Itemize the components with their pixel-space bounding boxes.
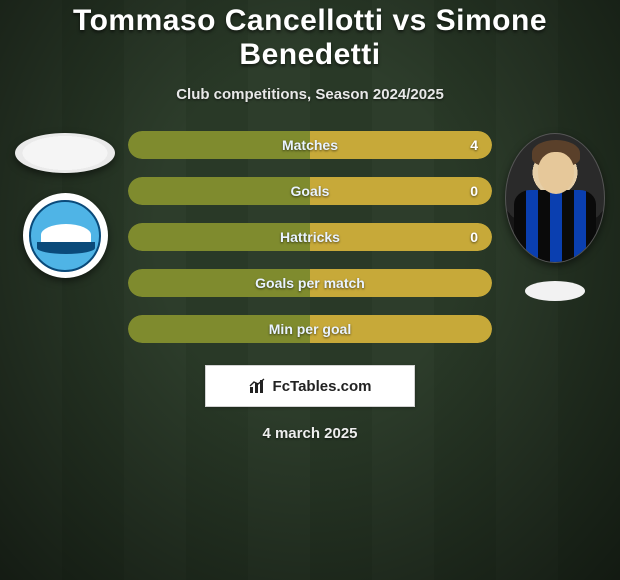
stat-value-right: 0 xyxy=(470,223,478,251)
stat-row: Matches4 xyxy=(128,131,492,159)
comparison-title: Tommaso Cancellotti vs Simone Benedetti xyxy=(0,4,620,72)
stat-row: Goals per match xyxy=(128,269,492,297)
player-right-flag xyxy=(525,281,585,301)
stat-label: Hattricks xyxy=(128,223,492,251)
stat-row: Min per goal xyxy=(128,315,492,343)
stat-row: Hattricks0 xyxy=(128,223,492,251)
stat-row: Goals0 xyxy=(128,177,492,205)
stat-label: Min per goal xyxy=(128,315,492,343)
player-left-avatar xyxy=(15,133,115,173)
chart-icon xyxy=(249,378,267,394)
left-player-column xyxy=(10,133,120,278)
right-player-column xyxy=(500,133,610,301)
jersey-icon xyxy=(514,190,596,262)
brand-label: FcTables.com xyxy=(273,378,372,395)
content-wrapper: Tommaso Cancellotti vs Simone Benedetti … xyxy=(0,0,620,580)
main-row: Matches4Goals0Hattricks0Goals per matchM… xyxy=(0,133,620,343)
pescara-badge-icon xyxy=(29,200,101,272)
brand-attribution[interactable]: FcTables.com xyxy=(205,365,415,407)
comparison-subtitle: Club competitions, Season 2024/2025 xyxy=(0,86,620,103)
face-shape xyxy=(538,152,574,194)
stat-label: Goals xyxy=(128,177,492,205)
stat-label: Goals per match xyxy=(128,269,492,297)
player-right-avatar xyxy=(505,133,605,263)
stat-value-right: 4 xyxy=(470,131,478,159)
stats-bars: Matches4Goals0Hattricks0Goals per matchM… xyxy=(120,131,500,343)
stat-label: Matches xyxy=(128,131,492,159)
snapshot-date: 4 march 2025 xyxy=(0,425,620,442)
player-left-club-badge xyxy=(23,193,108,278)
stat-value-right: 0 xyxy=(470,177,478,205)
